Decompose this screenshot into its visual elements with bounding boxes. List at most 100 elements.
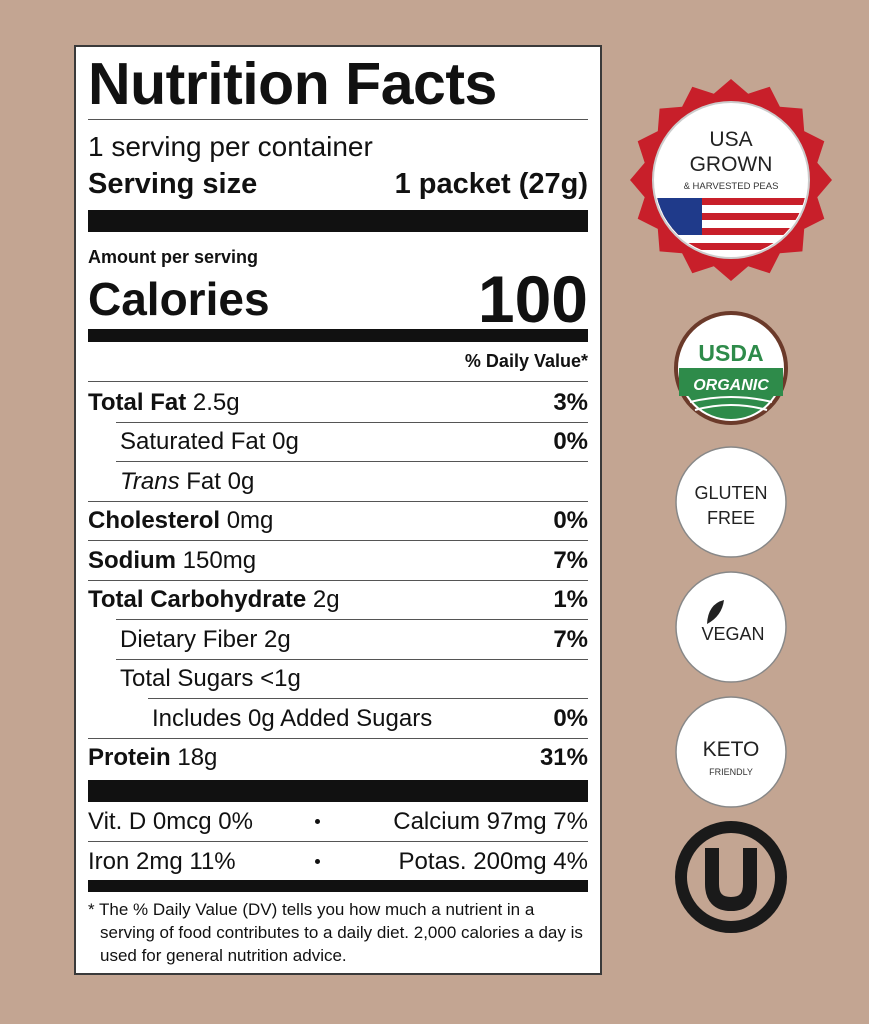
nutrient-row: Cholesterol 0mg 0% xyxy=(88,502,588,542)
badge-text: VEGAN xyxy=(701,624,764,644)
gluten-free-badge: GLUTEN FREE xyxy=(675,446,787,558)
daily-value-header: % Daily Value* xyxy=(464,351,588,371)
rule xyxy=(116,619,588,620)
nutrient-name-group: Trans Fat 0g xyxy=(120,468,254,496)
usa-badge: USA GROWN & HARVESTED PEAS xyxy=(630,79,832,281)
calories-value: 100 xyxy=(477,262,588,336)
amount-per-serving: Amount per serving xyxy=(88,247,259,267)
nutrient-name: Dietary Fiber xyxy=(120,625,258,653)
nutrient-name-group: Protein 18g xyxy=(88,744,217,772)
calories-label: Calories xyxy=(88,273,270,325)
nutrient-name-group: Saturated Fat 0g xyxy=(120,428,299,456)
micronutrient-row: Iron 2mg 11% Potas. 200mg 4% xyxy=(88,842,588,881)
nutrient-name-group: Dietary Fiber 2g xyxy=(120,626,291,654)
serving-size: Serving size 1 packet (27g) xyxy=(88,167,588,201)
nutrient-row: Total Sugars <1g xyxy=(120,660,588,700)
nutrient-row: Total Fat 2.5g 3% xyxy=(88,383,588,423)
serving-size-label: Serving size xyxy=(88,168,258,200)
nutrient-amount: 0mg xyxy=(226,507,274,535)
nutrient-amount: 18g xyxy=(177,744,218,772)
badge-text: USA xyxy=(709,128,752,151)
badge-text: & HARVESTED PEAS xyxy=(684,181,779,192)
nutrient-name: Total Sugars xyxy=(120,665,254,693)
daily-value: 1% xyxy=(553,586,588,614)
separator-dot xyxy=(315,859,320,864)
rule xyxy=(148,698,588,699)
serving-size-value: 1 packet (27g) xyxy=(394,168,588,200)
medium-bar xyxy=(88,329,588,342)
nutrient-name: Total Fat xyxy=(88,388,187,416)
micronutrient: Vit. D 0mcg 0% xyxy=(88,807,253,835)
rule xyxy=(88,841,588,842)
nutrient-name-group: Sodium 150mg xyxy=(88,547,256,575)
daily-value: 7% xyxy=(553,625,588,653)
rule xyxy=(116,658,588,660)
badge-text: FREE xyxy=(707,508,755,528)
nutrient-row: Includes 0g Added Sugars 0% xyxy=(152,699,588,739)
nutrient-amount: <1g xyxy=(260,665,301,693)
nutrient-row: Total Carbohydrate 2g 1% xyxy=(88,581,588,621)
micronutrient: Iron 2mg 11% xyxy=(88,847,236,875)
nutrient-row: Protein 18g 31% xyxy=(88,739,588,779)
thick-bar xyxy=(88,210,588,232)
footnote: * The % Daily Value (DV) tells you how m… xyxy=(88,900,583,965)
medium-bar xyxy=(88,880,588,892)
nutrient-row: Trans Fat 0g xyxy=(120,462,588,502)
nutrient-row: Dietary Fiber 2g 7% xyxy=(120,620,588,660)
separator-dot xyxy=(315,819,320,824)
nutrient-amount: 0g xyxy=(227,467,255,495)
rule xyxy=(116,421,588,423)
nutrient-name: Includes 0g Added Sugars xyxy=(152,704,433,732)
vegan-badge: VEGAN xyxy=(675,571,787,683)
nutrient-name: Cholesterol xyxy=(88,507,221,535)
nutrient-amount: 150mg xyxy=(182,546,257,574)
micronutrient: Potas. 200mg 4% xyxy=(398,847,588,875)
rule xyxy=(88,737,588,739)
thick-bar xyxy=(88,780,588,802)
daily-value: 3% xyxy=(553,388,588,416)
micronutrient: Calcium 97mg 7% xyxy=(393,807,588,835)
daily-value: 0% xyxy=(553,507,588,535)
daily-value: 31% xyxy=(539,744,588,772)
badge-text: ORGANIC xyxy=(693,377,769,394)
badge-text: FRIENDLY xyxy=(709,767,753,777)
nutrient-row: Sodium 150mg 7% xyxy=(88,541,588,581)
nutrient-name-italic: Trans xyxy=(120,467,180,495)
nutrient-name: Fat xyxy=(186,467,221,495)
usda-badge: USDA ORGANIC xyxy=(674,311,788,425)
badge-text: GLUTEN xyxy=(694,483,767,503)
label-title: Nutrition Facts xyxy=(88,51,497,117)
nutrient-name-group: Total Sugars <1g xyxy=(120,665,301,693)
rule xyxy=(88,119,588,120)
badge-text: GROWN xyxy=(690,153,773,176)
nutrient-row: Saturated Fat 0g 0% xyxy=(120,423,588,463)
nutrient-amount: 0g xyxy=(272,428,299,456)
keto-badge: KETO FRIENDLY xyxy=(675,696,787,808)
daily-value: 7% xyxy=(553,546,588,574)
rule xyxy=(116,461,588,462)
daily-value: 0% xyxy=(553,704,588,732)
kosher-badge xyxy=(675,821,787,933)
nutrient-name-group: Total Fat 2.5g xyxy=(88,389,240,417)
nutrient-name: Protein xyxy=(88,744,171,772)
rule xyxy=(88,500,588,502)
micronutrient-row: Vit. D 0mcg 0% Calcium 97mg 7% xyxy=(88,802,588,841)
nutrient-amount: 2g xyxy=(312,586,340,614)
nutrient-name-group: Includes 0g Added Sugars xyxy=(152,705,432,733)
nutrient-name: Sodium xyxy=(88,546,176,574)
nutrient-amount: 2g xyxy=(264,625,291,653)
badge-text: USDA xyxy=(698,340,763,366)
daily-value: 0% xyxy=(553,428,588,456)
rule xyxy=(88,579,588,581)
nutrient-name: Saturated Fat xyxy=(120,428,266,456)
nutrient-name-group: Total Carbohydrate 2g xyxy=(88,586,340,614)
badge-text: KETO xyxy=(703,738,760,761)
nutrient-name: Total Carbohydrate xyxy=(88,586,307,614)
nutrient-name-group: Cholesterol 0mg xyxy=(88,507,273,535)
calories: Calories 100 xyxy=(88,261,588,337)
rule xyxy=(88,381,588,382)
nutrient-amount: 2.5g xyxy=(192,388,240,416)
nutrition-label: Nutrition Facts 1 serving per container … xyxy=(74,45,602,975)
